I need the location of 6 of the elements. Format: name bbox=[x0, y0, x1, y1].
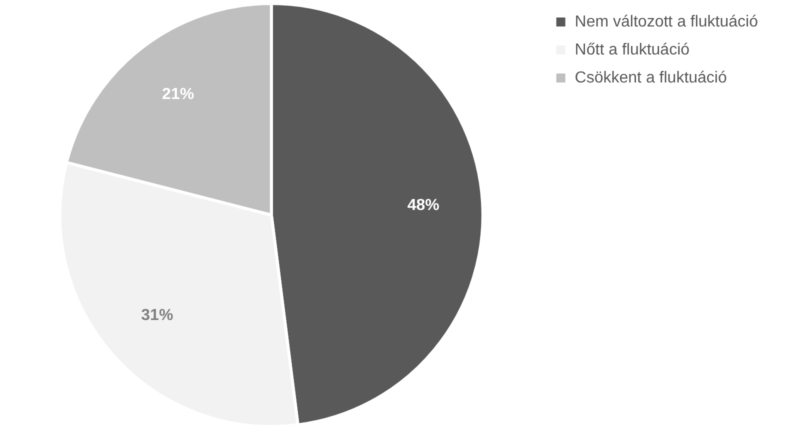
legend-label: Nőtt a fluktuáció bbox=[574, 41, 690, 58]
data-label: 21% bbox=[162, 86, 194, 104]
data-label: 48% bbox=[407, 196, 440, 214]
data-label: 31% bbox=[141, 307, 174, 324]
legend-label: Csökkent a fluktuáció bbox=[574, 69, 727, 86]
legend-label: Nem változott a fluktuáció bbox=[574, 13, 758, 30]
